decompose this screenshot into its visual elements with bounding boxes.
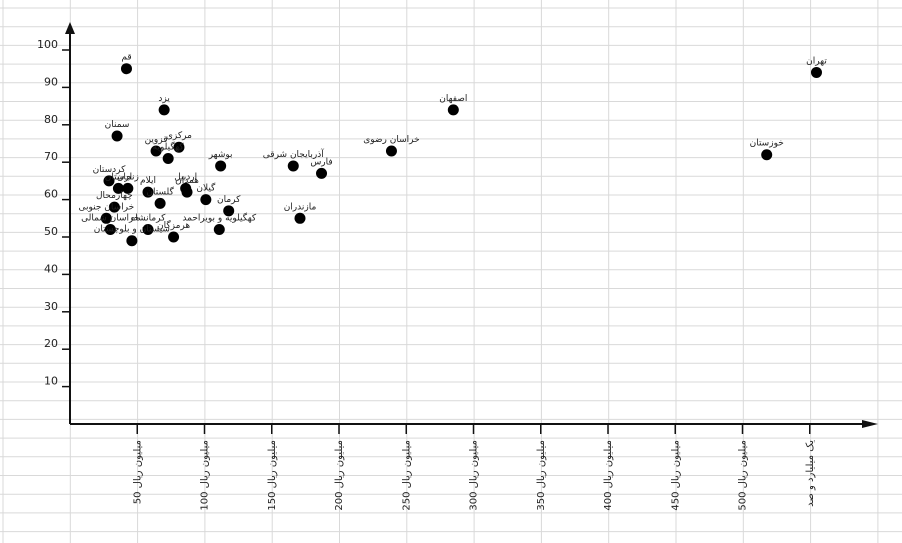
data-point-label: خوزستان — [750, 139, 784, 149]
data-point — [386, 145, 397, 156]
y-tick-label: 100 — [37, 38, 58, 51]
x-tick-label: 500 میلیون ریال — [738, 440, 749, 511]
y-tick-label: 70 — [44, 150, 58, 163]
data-point — [159, 104, 170, 115]
data-point — [200, 194, 211, 205]
x-tick-label: 200 میلیون ریال — [334, 440, 345, 511]
data-point-label: سیستان و بلوچستان — [94, 225, 170, 235]
data-point — [294, 213, 305, 224]
x-tick-label: 400 میلیون ریال — [603, 440, 614, 511]
data-point-label: خراسان شمالی — [81, 214, 140, 224]
y-ticks: 10 20 30 40 50 60 70 80 90 100 — [37, 38, 70, 388]
data-point-label: خراسان رضوی — [363, 135, 419, 145]
data-point — [316, 168, 327, 179]
data-point-label: کهگیلویه — [153, 140, 185, 152]
data-point-label: خراسان جنوبی — [78, 202, 134, 212]
data-point-label: ایلام — [140, 176, 156, 186]
x-tick-label: 300 میلیون ریال — [469, 440, 480, 511]
x-tick-label: 100 میلیون ریال — [200, 440, 211, 511]
data-point-label: یزد — [158, 94, 170, 104]
data-point — [288, 160, 299, 171]
data-point-label: مازندران — [284, 202, 317, 212]
data-point — [121, 63, 132, 74]
y-tick-label: 30 — [44, 300, 58, 313]
y-tick-label: 60 — [44, 188, 58, 201]
data-point-label: چهارمحال — [96, 191, 133, 201]
data-point-label: همدان — [175, 176, 199, 186]
x-axis-arrowhead — [862, 420, 878, 428]
x-tick-label: 350 میلیون ریال — [536, 440, 547, 511]
data-point-label: بوشهر — [208, 150, 233, 160]
x-tick-label: 50 میلیون ریال — [132, 440, 143, 504]
x-tick-label: 150 میلیون ریال — [267, 440, 278, 511]
x-tick-label: 450 میلیون ریال — [670, 440, 681, 511]
x-tick-label: 250 میلیون ریال — [401, 440, 412, 511]
data-point-label: مرکزی — [166, 131, 192, 141]
data-point-label: گیلان — [196, 182, 216, 194]
data-point-label: آذربایجان شرقی — [263, 148, 324, 160]
data-point-label: کهگیلویه و بویراحمد — [182, 212, 256, 224]
y-tick-label: 80 — [44, 113, 58, 126]
data-point — [163, 153, 174, 164]
y-tick-label: 20 — [44, 337, 58, 350]
data-point — [811, 67, 822, 78]
y-tick-label: 40 — [44, 262, 58, 275]
data-point-label: کرمان — [217, 195, 241, 205]
x-tick-label: یک میلیارد و صد — [805, 440, 816, 507]
data-point — [761, 149, 772, 160]
data-point — [112, 131, 123, 142]
y-axis-arrowhead — [65, 22, 75, 34]
y-tick-label: 90 — [44, 75, 58, 88]
data-point — [215, 160, 226, 171]
data-point — [126, 235, 137, 246]
data-point — [448, 104, 459, 115]
data-point-label: لرستان — [105, 172, 132, 182]
data-point-label: قم — [121, 53, 131, 63]
y-tick-label: 10 — [44, 375, 58, 388]
y-tick-label: 50 — [44, 225, 58, 238]
data-point-label: تهران — [806, 56, 827, 66]
data-point — [214, 224, 225, 235]
data-point — [155, 198, 166, 209]
data-point-label: گلستان — [146, 185, 174, 197]
data-point-label: اصفهان — [439, 94, 467, 104]
data-point-label: سمنان — [105, 120, 130, 130]
data-point — [182, 187, 193, 198]
